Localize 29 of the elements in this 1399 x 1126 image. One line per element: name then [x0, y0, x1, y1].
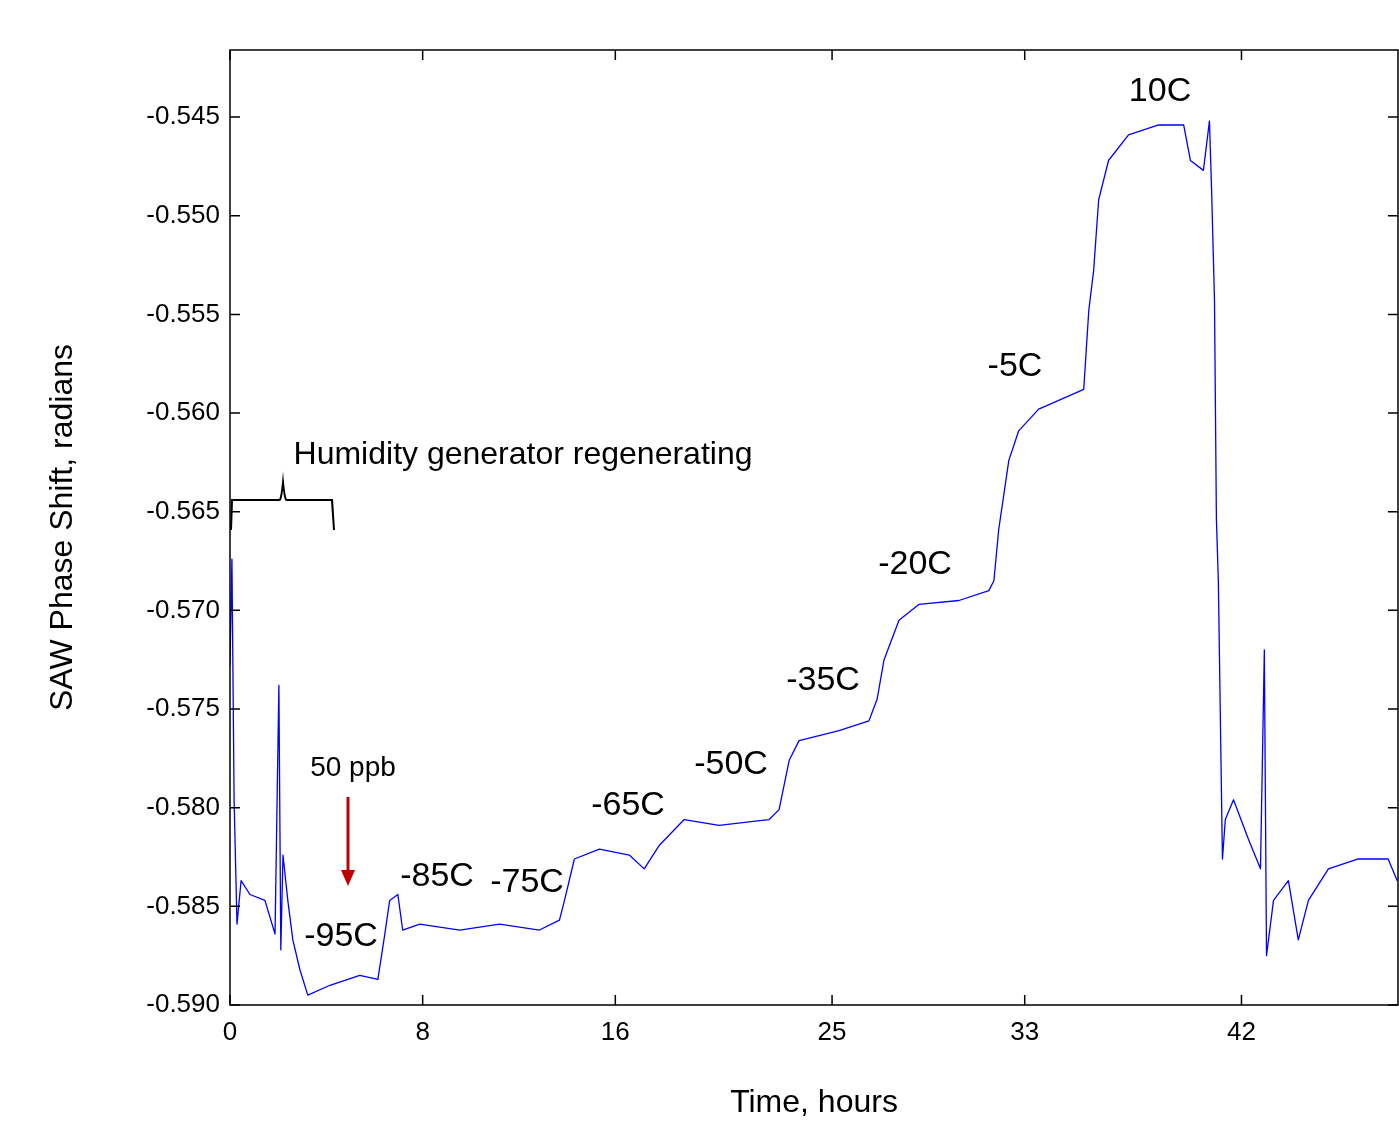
y-tick-label: -0.560 — [146, 396, 220, 427]
y-tick-label: -0.570 — [146, 593, 220, 624]
y-tick-label: -0.585 — [146, 889, 220, 920]
y-axis-title: SAW Phase Shift, radians — [43, 344, 80, 711]
x-tick-label: 8 — [415, 1015, 430, 1046]
annotation: -5C — [987, 345, 1043, 384]
y-tick-label: -0.590 — [146, 988, 220, 1019]
y-tick-label: -0.565 — [146, 494, 220, 525]
annotation: -65C — [591, 784, 665, 823]
annotation: -35C — [786, 659, 860, 698]
y-tick-label: -0.545 — [146, 100, 220, 131]
annotation: Humidity generator regenerating — [293, 434, 753, 471]
x-tick-label: 33 — [1010, 1015, 1040, 1046]
annotation: -20C — [878, 543, 952, 582]
y-tick-label: -0.580 — [146, 790, 220, 821]
annotation: -50C — [694, 743, 768, 782]
annotation: 50 ppb — [310, 750, 396, 782]
x-tick-label: 25 — [817, 1015, 847, 1046]
annotation: -85C — [400, 855, 474, 894]
annotation: -95C — [304, 915, 378, 954]
y-tick-label: -0.550 — [146, 198, 220, 229]
y-tick-label: -0.575 — [146, 692, 220, 723]
annotation: -75C — [490, 861, 564, 900]
y-tick-label: -0.555 — [146, 297, 220, 328]
x-axis-title: Time, hours — [730, 1082, 898, 1119]
x-tick-label: 42 — [1227, 1015, 1256, 1046]
annotation: 10C — [1128, 70, 1192, 109]
x-tick-label: 0 — [222, 1015, 238, 1046]
x-tick-label: 16 — [600, 1015, 630, 1046]
